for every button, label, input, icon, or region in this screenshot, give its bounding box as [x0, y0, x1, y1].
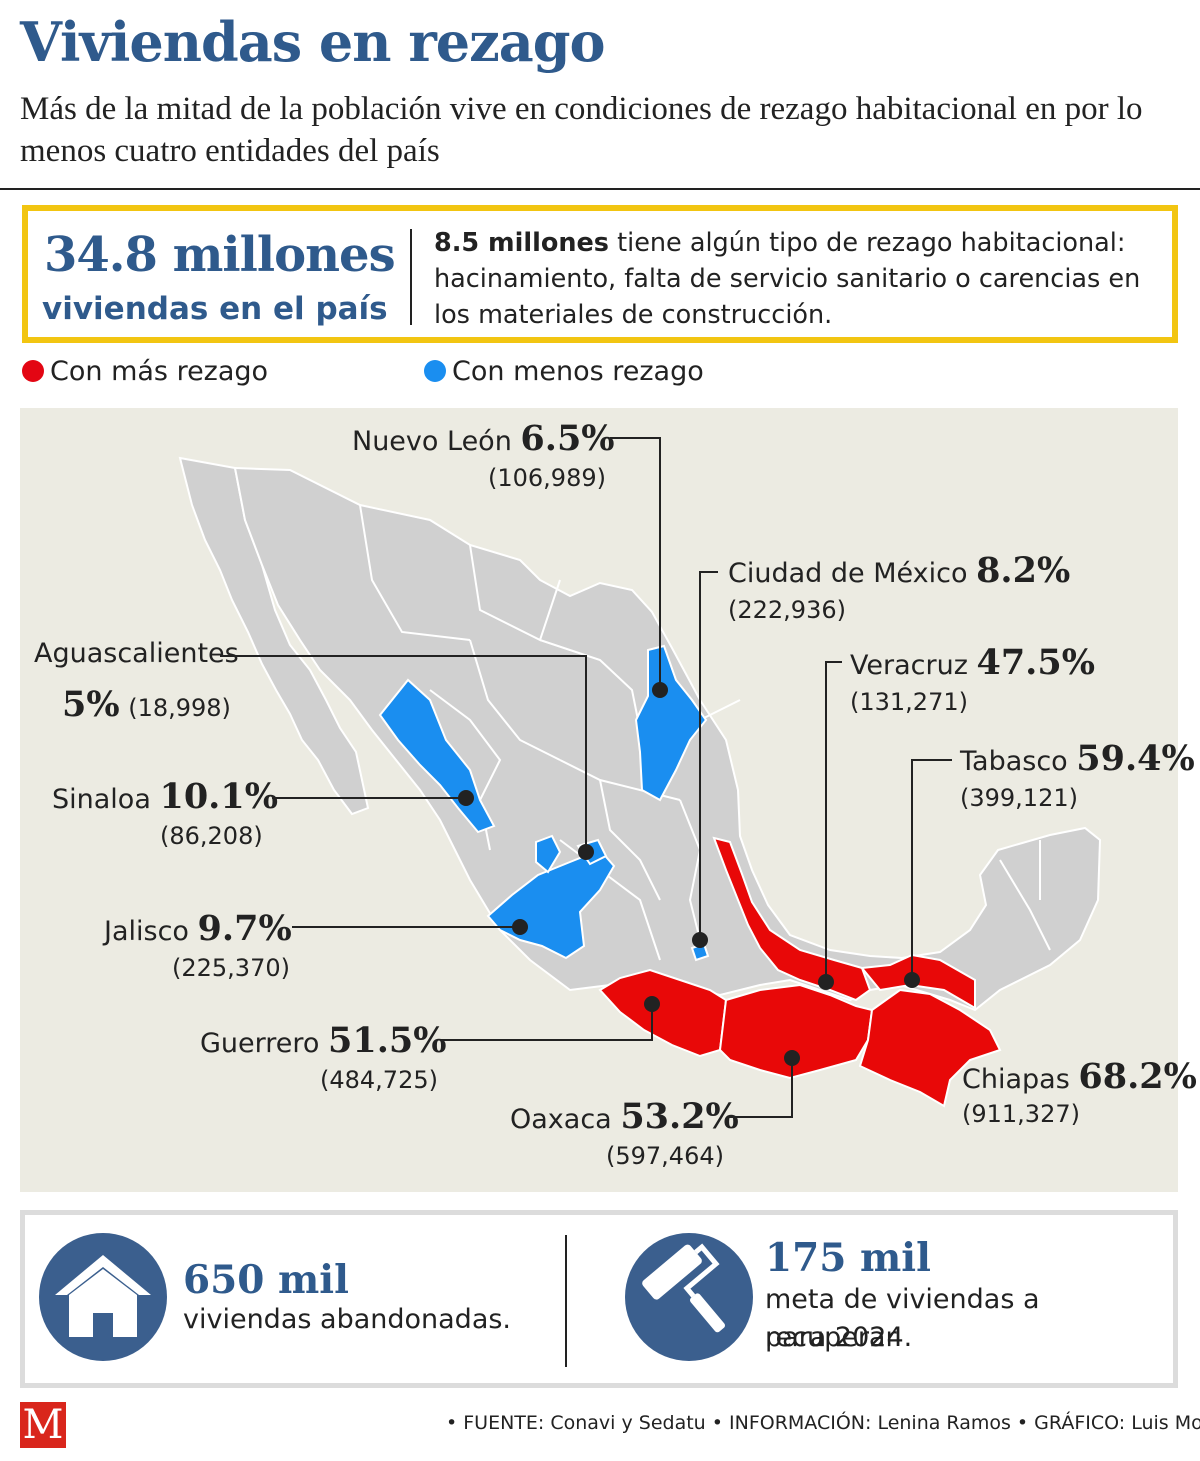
- label-nuevo-leon: Nuevo León 6.5%: [352, 418, 615, 459]
- count-sinaloa: (86,208): [160, 822, 263, 850]
- state-oaxaca: [718, 983, 874, 1080]
- count-chiapas: (911,327): [962, 1100, 1080, 1128]
- bottom-stats-box: 650 mil viviendas abandonadas. 175 mil m…: [20, 1210, 1178, 1388]
- stat-desc-bold: 8.5 millones: [434, 228, 609, 258]
- count-veracruz: (131,271): [850, 688, 968, 716]
- mexico-map: [20, 408, 1178, 1192]
- count-cdmx: (222,936): [728, 596, 846, 624]
- legend-more-rezago: Con más rezago: [22, 356, 268, 387]
- count-tabasco: (399,121): [960, 784, 1078, 812]
- stat-desc-rest: tiene algún tipo de rezago habitacional:…: [434, 228, 1141, 330]
- label-tabasco: Tabasco 59.4%: [960, 738, 1195, 779]
- footer-credits: • FUENTE: Conavi y Sedatu • INFORMACIÓN:…: [446, 1412, 1200, 1434]
- stat-total-homes: 34.8 millones: [44, 227, 396, 283]
- label-oaxaca: Oaxaca 53.2%: [510, 1096, 739, 1137]
- house-icon: [39, 1233, 167, 1361]
- paint-roller-icon: [625, 1233, 753, 1361]
- label-guerrero: Guerrero 51.5%: [200, 1020, 447, 1061]
- recovery-goal-number: 175 mil: [765, 1235, 931, 1281]
- count-guerrero: (484,725): [320, 1066, 438, 1094]
- state-borders: [359, 504, 1051, 961]
- state-nuevo-leon: [634, 644, 708, 802]
- abandoned-homes-number: 650 mil: [183, 1257, 349, 1303]
- state-veracruz: [712, 836, 872, 1002]
- legend-less-rezago: Con menos rezago: [424, 356, 704, 387]
- label-veracruz: Veracruz 47.5%: [850, 642, 1095, 683]
- recovery-goal-label-2: para 2024.: [765, 1322, 913, 1353]
- label-cdmx: Ciudad de México 8.2%: [728, 550, 1071, 591]
- count-nuevo-leon: (106,989): [488, 464, 606, 492]
- bottom-divider: [565, 1235, 567, 1367]
- blue-dot-icon: [424, 360, 446, 382]
- page-title: Viviendas en rezago: [20, 10, 606, 74]
- state-chiapas: [858, 988, 1002, 1108]
- count-oaxaca: (597,464): [606, 1142, 724, 1170]
- legend-more-label: Con más rezago: [50, 356, 269, 387]
- leader-lines: [220, 437, 952, 1118]
- label-chiapas: Chiapas 68.2%: [962, 1056, 1197, 1097]
- page-subtitle: Más de la mitad de la población vive en …: [20, 91, 1143, 169]
- label-sinaloa: Sinaloa 10.1%: [52, 776, 278, 817]
- stat-total-label: viviendas en el país: [42, 291, 388, 327]
- state-jalisco-north: [535, 834, 562, 874]
- markers: [458, 682, 920, 1066]
- header-rule: [0, 188, 1200, 190]
- stat-description: 8.5 millones tiene algún tipo de rezago …: [434, 225, 1154, 333]
- legend-less-label: Con menos rezago: [452, 356, 704, 387]
- label-aguascalientes: Aguascalientes: [34, 638, 239, 669]
- label-aguascalientes-pct: 5% (18,998): [62, 684, 231, 725]
- milenio-logo: M: [20, 1402, 66, 1448]
- stat-box: 34.8 millones viviendas en el país 8.5 m…: [22, 205, 1178, 343]
- label-jalisco: Jalisco 9.7%: [104, 908, 292, 949]
- count-jalisco: (225,370): [172, 954, 290, 982]
- abandoned-homes-label: viviendas abandonadas.: [183, 1304, 512, 1335]
- recovery-goal-label-1: meta de viviendas a recuperar: [765, 1284, 1040, 1353]
- red-dot-icon: [22, 360, 44, 382]
- state-baja-california: [178, 456, 370, 816]
- map-svg: [20, 408, 1178, 1192]
- stat-divider: [410, 229, 412, 325]
